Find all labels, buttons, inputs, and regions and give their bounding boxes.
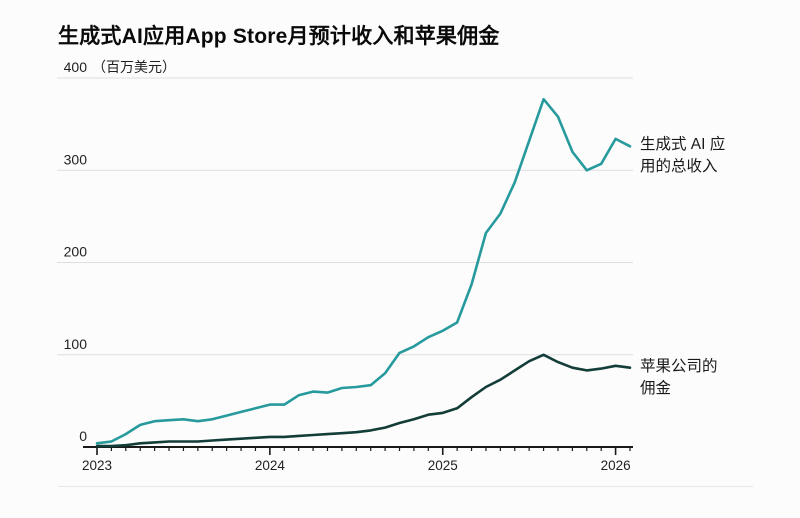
x-tick-label: 2025 [428, 458, 458, 473]
x-tick-label: 2026 [601, 458, 631, 473]
annotation-revenue-line1: 生成式 AI 应 [640, 136, 726, 153]
annotation-revenue-line2: 用的总收入 [640, 158, 718, 175]
annotation-commission-line2: 佣金 [640, 380, 672, 397]
annotation-revenue-label: 生成式 AI 应 用的总收入 [640, 134, 758, 178]
y-tick-label: 100 [64, 336, 88, 352]
y-tick-label: 200 [64, 244, 88, 260]
y-axis-unit-label: （百万美元） [92, 59, 176, 75]
commission-line [95, 353, 632, 448]
y-tick-label: 0 [79, 428, 87, 444]
annotation-commission-line1: 苹果公司的 [640, 358, 718, 375]
y-tick-label: 400 [64, 59, 88, 75]
revenue-line [95, 97, 632, 445]
x-tick-label: 2023 [82, 458, 112, 473]
y-tick-label: 300 [64, 151, 88, 167]
x-tick-label: 2024 [255, 458, 286, 473]
footer-divider [58, 486, 753, 487]
chart-title: 生成式AI应用App Store月预计收入和苹果佣金 [58, 25, 500, 48]
annotation-commission-label: 苹果公司的 佣金 [640, 356, 758, 400]
